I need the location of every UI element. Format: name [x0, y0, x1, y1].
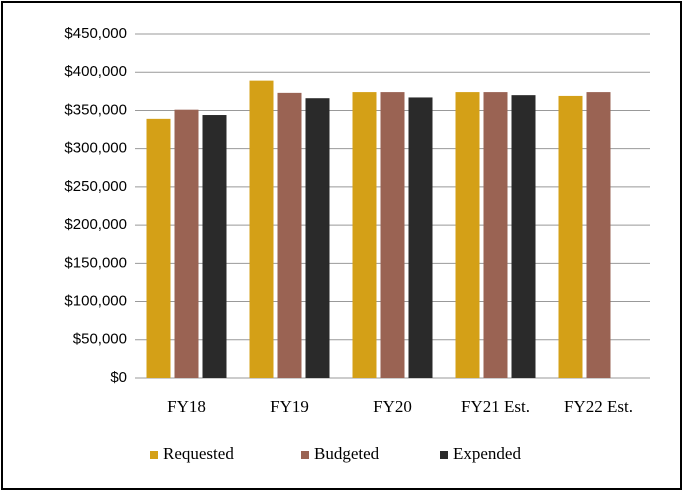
- bar: [380, 92, 405, 378]
- x-tick-label: FY20: [373, 397, 412, 416]
- legend-swatch: [301, 451, 309, 459]
- x-tick-label: FY21 Est.: [461, 397, 530, 416]
- bar: [249, 80, 274, 379]
- bar: [483, 92, 508, 378]
- x-tick-label: FY19: [270, 397, 309, 416]
- y-tick-label: $450,000: [64, 25, 127, 42]
- legend-swatch: [440, 451, 448, 459]
- y-tick-label: $400,000: [64, 63, 127, 80]
- x-tick-label: FY18: [167, 397, 206, 416]
- bar: [455, 92, 480, 378]
- legend-label: Expended: [453, 444, 521, 463]
- x-tick-label: FY22 Est.: [564, 397, 633, 416]
- bar: [202, 115, 227, 378]
- bar: [408, 97, 433, 379]
- bar: [558, 95, 583, 379]
- y-tick-label: $150,000: [64, 254, 127, 271]
- bar: [586, 92, 611, 378]
- bar: [305, 98, 330, 379]
- y-tick-label: $250,000: [64, 178, 127, 195]
- y-tick-label: $0: [110, 369, 127, 386]
- bar: [277, 92, 302, 379]
- y-tick-label: $100,000: [64, 293, 127, 310]
- bar: [146, 118, 171, 378]
- y-tick-label: $200,000: [64, 216, 127, 233]
- y-tick-label: $350,000: [64, 101, 127, 118]
- y-tick-label: $50,000: [73, 331, 127, 348]
- legend-label: Budgeted: [314, 444, 380, 463]
- bar: [174, 109, 199, 379]
- bar: [511, 95, 536, 379]
- bar: [352, 92, 377, 378]
- legend-swatch: [150, 451, 158, 459]
- legend-label: Requested: [163, 444, 234, 463]
- y-tick-label: $300,000: [64, 140, 127, 157]
